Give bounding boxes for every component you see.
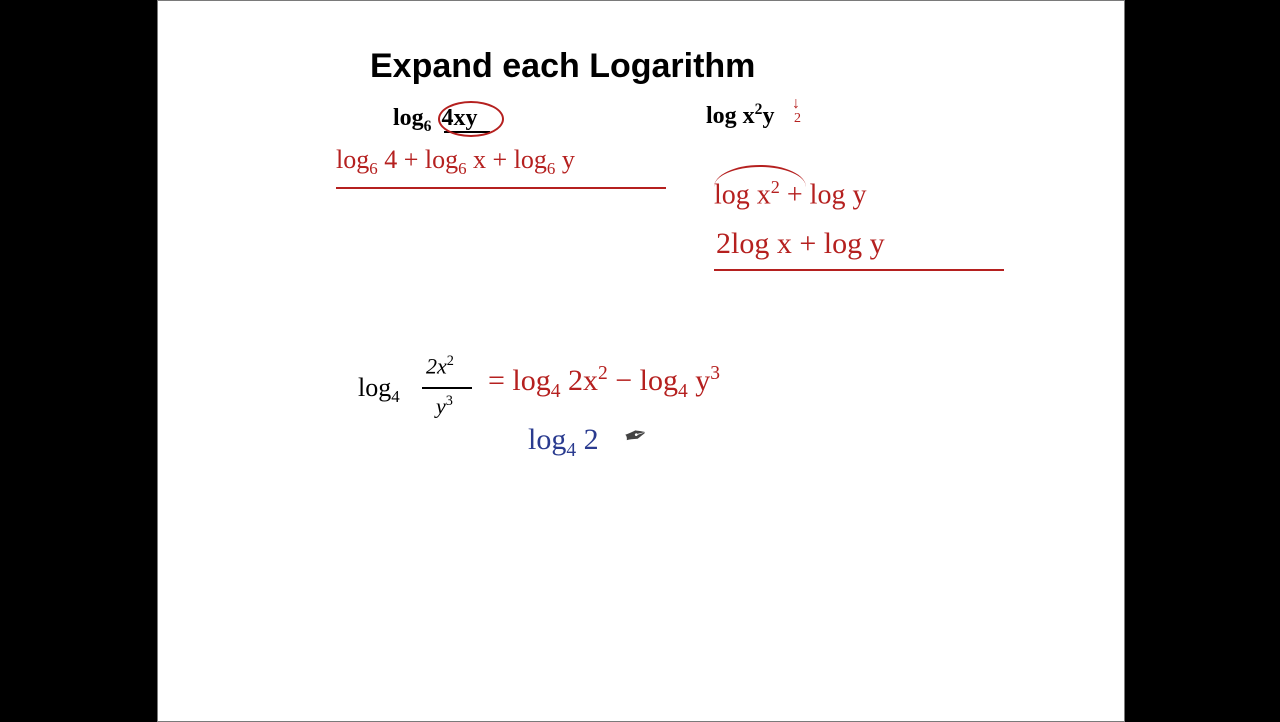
problem3-frac-den: y3 <box>436 393 453 419</box>
problem3-log-prefix: log4 <box>358 373 400 407</box>
problem3-frac-num: 2x2 <box>426 353 454 379</box>
page-title: Expand each Logarithm <box>370 47 755 86</box>
problem2-step1: log x2 + log y <box>714 177 866 211</box>
problem3-step2: log4 2 <box>528 423 599 462</box>
problem1-circle-annotation <box>438 101 504 137</box>
problem1-answer-underline <box>336 187 666 189</box>
problem2-exp-annotation: 2 <box>794 111 801 127</box>
problem3-frac-line <box>422 387 472 389</box>
problem2-step2-underline <box>714 269 1004 271</box>
pen-cursor-icon: ✒ <box>620 417 651 455</box>
whiteboard-canvas[interactable]: Expand each Logarithm log6 4xy log6 4 + … <box>157 0 1125 722</box>
problem3-step1: = log4 2x2 − log4 y3 <box>488 363 720 403</box>
problem2-step2: 2log x + log y <box>716 227 885 261</box>
problem1-answer: log6 4 + log6 x + log6 y <box>336 145 575 179</box>
problem2-expression: log x2y <box>706 101 774 130</box>
